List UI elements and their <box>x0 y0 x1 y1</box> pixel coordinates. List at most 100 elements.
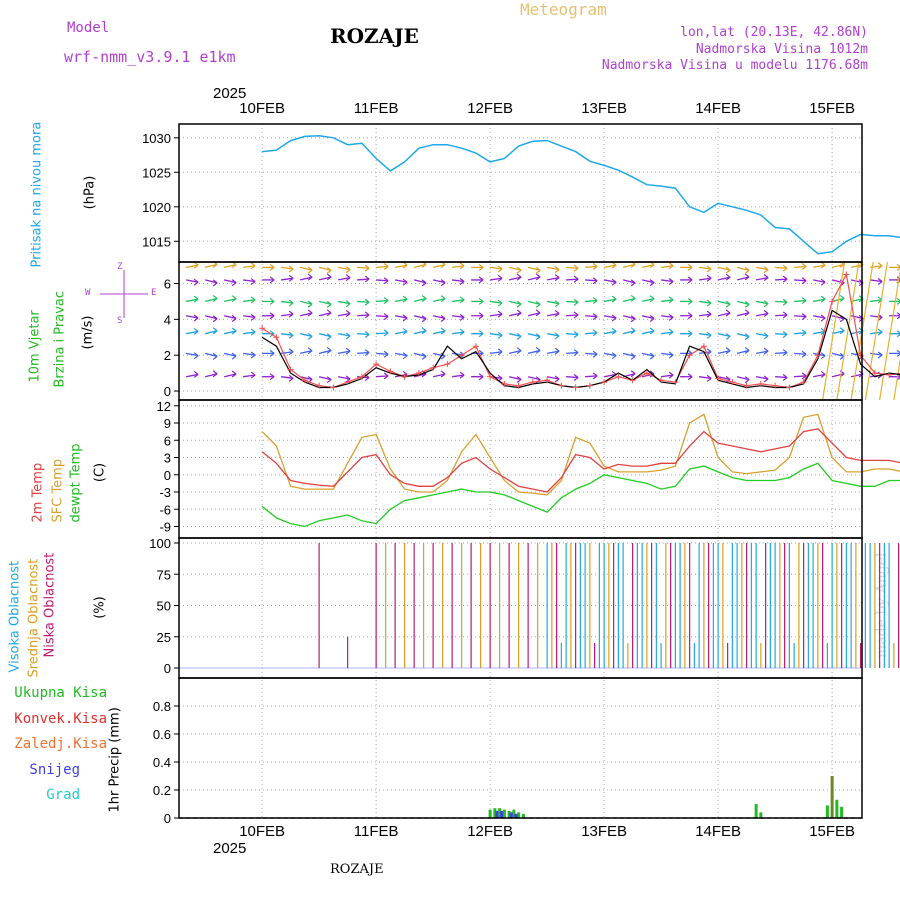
wind-arrowhead <box>554 347 560 355</box>
wind-arrow <box>775 266 788 269</box>
day-tick-top: 13FEB <box>581 100 627 117</box>
wind-arrowhead <box>497 331 503 339</box>
wind-arrow <box>413 373 427 378</box>
wind-arrowhead <box>497 299 503 307</box>
wind-arrowhead <box>839 327 845 335</box>
wind-arrowhead <box>307 309 313 317</box>
y-tick-label: 9 <box>164 416 171 431</box>
wind-arrowhead <box>250 328 256 336</box>
wind-arrow <box>756 312 769 317</box>
wind-arrow <box>641 298 655 303</box>
wind-gust-marker <box>643 370 650 377</box>
model-name: wrf-nmm_v3.9.1 e1km <box>64 48 236 66</box>
wind-arrowhead <box>516 300 522 308</box>
wind-arrowhead <box>744 346 750 354</box>
wind-gust-marker <box>529 379 536 386</box>
wind-arrow <box>281 277 294 281</box>
wind-arrowhead <box>345 274 351 282</box>
wind-arrowhead <box>478 276 484 284</box>
wind-arrow <box>566 278 579 281</box>
wind-arrowhead <box>288 331 294 339</box>
wind-arrowhead <box>763 274 769 282</box>
wind-arrow <box>547 266 560 271</box>
wind-arrowhead <box>478 263 484 271</box>
precip-bar <box>498 808 502 818</box>
wind-strong-arrow <box>893 357 900 401</box>
wind-arrowhead <box>782 298 788 306</box>
wind-arrow <box>299 300 313 305</box>
wind-arrow <box>243 265 256 269</box>
day-tick-bottom: 15FEB <box>809 823 855 840</box>
wind-arrowhead <box>535 273 541 281</box>
wind-arrow <box>357 300 370 303</box>
wind-arrowhead <box>269 263 275 271</box>
wind-arrow <box>527 349 541 355</box>
wind-arrowhead <box>440 327 446 335</box>
panel-frame <box>178 677 863 819</box>
wind-arrowhead <box>687 263 693 271</box>
wind-gust-marker <box>843 271 850 278</box>
wind-arrowhead <box>421 327 427 335</box>
wind-arrow <box>622 315 636 320</box>
wind-arrowhead <box>193 327 199 335</box>
wind-arrowhead <box>345 347 351 355</box>
wind-arrow <box>604 264 617 269</box>
wind-arrow <box>376 265 389 269</box>
wind-arrow <box>736 300 750 306</box>
wind-arrowhead <box>877 262 883 270</box>
wind-gust-marker <box>814 352 821 359</box>
wind-arrowhead <box>820 278 826 286</box>
wind-arrowhead <box>193 370 199 378</box>
wind-arrow <box>413 352 427 358</box>
wind-arrow <box>717 300 731 305</box>
wind-arrowhead <box>364 275 370 283</box>
wind-arrow <box>831 373 845 378</box>
wind-arrowhead <box>440 370 446 378</box>
wind-arrowhead <box>649 327 655 335</box>
wind-arrowhead <box>364 349 370 357</box>
wind-arrow <box>318 333 332 338</box>
y-tick-label: 0 <box>164 468 171 483</box>
wind-arrow <box>376 352 389 355</box>
day-tick-top: 11FEB <box>354 100 399 117</box>
wind-arrowhead <box>611 278 617 286</box>
wind-arrowhead <box>193 295 199 303</box>
wind-arrow <box>661 265 674 269</box>
wind-arrowhead <box>592 263 598 270</box>
wind-arrowhead <box>744 376 750 384</box>
wind-gust-marker <box>658 377 665 384</box>
wind-arrow <box>699 266 712 270</box>
wind-arrowhead <box>801 372 807 380</box>
wind-arrow <box>299 376 313 381</box>
wind-arrow <box>585 375 598 378</box>
wind-arrow <box>413 315 427 320</box>
wind-arrowhead <box>592 277 598 285</box>
precip-legend-frz: Zaledj.Kisa <box>14 736 107 752</box>
wind-arrowhead <box>744 300 750 308</box>
wind-arrowhead <box>402 295 408 303</box>
y-tick-label: 1015 <box>142 234 171 249</box>
wind-arrowhead <box>592 350 598 358</box>
wind-arrow <box>699 351 712 355</box>
wind-arrow <box>775 314 788 317</box>
wind-arrowhead <box>269 373 275 381</box>
wind-gust-marker <box>672 379 679 386</box>
wind-arrow <box>186 264 199 269</box>
wind-arrowhead <box>782 275 788 283</box>
wind-arrowhead <box>896 312 900 320</box>
wind-arrowhead <box>535 266 541 274</box>
wind-arrowhead <box>250 296 256 304</box>
y-tick-label: 0 <box>164 661 171 676</box>
wind-arrow <box>850 315 864 320</box>
wind-arrow <box>527 312 541 317</box>
y-tick-label: 0.4 <box>153 755 171 770</box>
wind-arrow <box>338 300 351 305</box>
wind-arrow <box>870 352 883 356</box>
precip-bar <box>759 812 763 818</box>
precip-bar <box>502 809 506 818</box>
day-tick-top: 15FEB <box>809 100 855 117</box>
wind-gust-marker <box>458 352 465 359</box>
wind-arrowhead <box>326 346 332 354</box>
wind-gust-marker <box>373 361 380 368</box>
wind-gust-marker <box>615 373 622 380</box>
